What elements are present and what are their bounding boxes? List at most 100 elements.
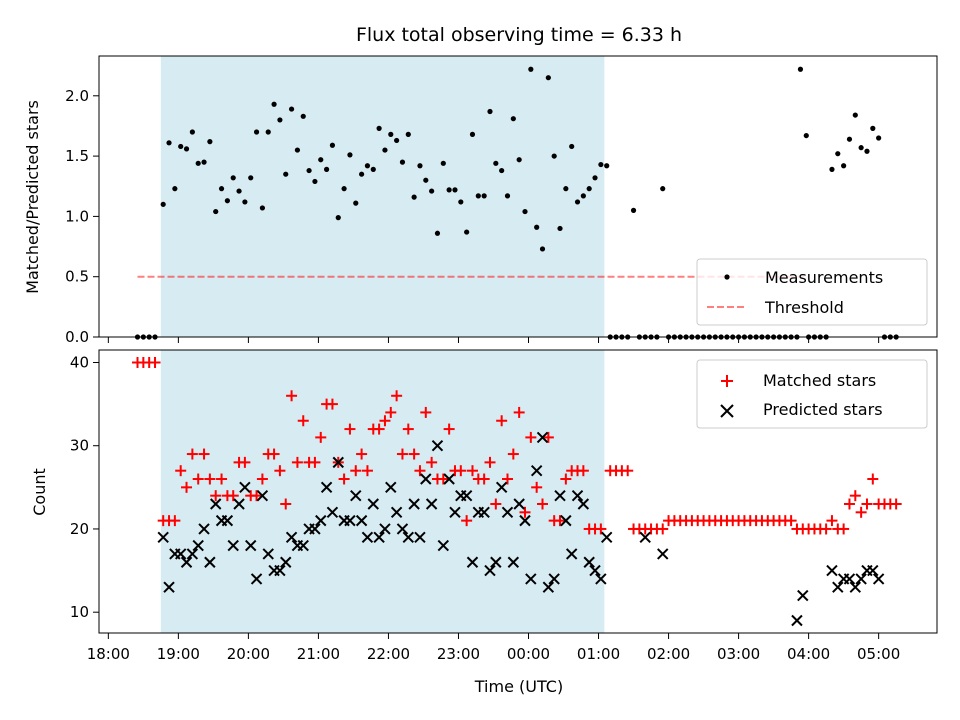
matched-point <box>379 415 391 427</box>
measurement-point <box>323 166 330 172</box>
predicted-point <box>826 564 838 577</box>
top-y-ticks: 0.0 0.5 1.0 1.5 2.0 <box>65 87 99 346</box>
measurement-point <box>376 125 382 131</box>
predicted-point <box>280 556 292 568</box>
matched-point <box>385 406 397 418</box>
matched-point <box>507 448 519 460</box>
measurement-point <box>452 187 458 193</box>
measurement-point <box>551 153 557 159</box>
legend-threshold-label: Threshold <box>764 298 844 317</box>
measurement-point <box>364 163 371 169</box>
matched-point <box>426 456 438 468</box>
matched-point <box>455 465 467 477</box>
predicted-point <box>315 514 327 527</box>
top-y-tick-label: 2.0 <box>65 87 89 105</box>
predicted-point <box>872 573 885 585</box>
measurement-point <box>660 186 666 192</box>
predicted-point <box>163 581 175 593</box>
matched-point <box>175 465 187 477</box>
measurement-point <box>630 207 637 213</box>
measurement-point <box>841 163 847 169</box>
predicted-point <box>560 514 572 527</box>
measurement-point <box>458 199 464 205</box>
x-axis-label: Time (UTC) <box>474 677 563 696</box>
bottom-y-tick-label: 30 <box>70 437 89 455</box>
measurement-point <box>312 178 318 185</box>
matched-point <box>204 473 216 485</box>
predicted-point <box>577 498 590 510</box>
predicted-point <box>855 573 867 585</box>
measurement-point <box>417 163 423 169</box>
predicted-point <box>571 489 584 502</box>
measurement-point <box>510 116 516 122</box>
matched-point <box>525 431 537 443</box>
measurement-point <box>829 166 835 172</box>
matched-point <box>169 515 181 527</box>
measurement-point <box>870 125 876 131</box>
predicted-point <box>867 564 879 577</box>
measurement-point <box>265 129 271 135</box>
measurement-point <box>242 199 248 205</box>
bottom-x-tick-label: 03:00 <box>717 645 760 663</box>
bottom-x-tick-label: 19:00 <box>157 645 200 663</box>
top-y-tick-label: 0.0 <box>65 328 89 346</box>
measurement-point <box>370 166 376 172</box>
measurement-point <box>347 152 353 158</box>
measurement-point <box>218 186 225 192</box>
matched-point <box>256 473 268 485</box>
matched-point <box>855 506 867 518</box>
measurement-point <box>253 129 260 135</box>
measurement-point <box>797 66 804 72</box>
matched-point <box>443 423 455 435</box>
matched-point <box>437 473 449 485</box>
measurement-point <box>230 175 236 181</box>
predicted-point <box>309 523 321 535</box>
predicted-point <box>274 564 286 577</box>
matched-point <box>274 465 286 477</box>
bottom-x-tick-label: 04:00 <box>787 645 830 663</box>
measurement-point <box>405 131 411 137</box>
matched-point <box>843 498 855 510</box>
top-plot-area <box>134 56 899 340</box>
top-y-axis-label: Matched/Predicted stars <box>23 100 42 294</box>
measurement-point <box>469 131 476 137</box>
matched-point <box>291 456 303 468</box>
measurement-point <box>294 147 301 153</box>
measurement-point <box>236 188 242 194</box>
top-y-tick-label: 0.5 <box>65 268 89 286</box>
predicted-point <box>536 431 549 444</box>
matched-point <box>560 473 572 485</box>
predicted-point <box>437 539 450 552</box>
matched-point <box>326 398 338 410</box>
matched-point <box>466 465 478 477</box>
matched-point <box>484 456 496 468</box>
predicted-point <box>791 614 803 627</box>
top-x-ticks <box>107 337 880 343</box>
matched-point <box>251 490 263 502</box>
predicted-point <box>379 523 391 535</box>
measurement-point <box>388 131 394 137</box>
measurement-point <box>852 112 858 118</box>
predicted-point <box>174 548 187 560</box>
predicted-point <box>385 481 397 494</box>
predicted-point <box>639 531 651 543</box>
predicted-point <box>490 556 502 568</box>
chart-title: Flux total observing time = 6.33 h <box>356 24 682 46</box>
measurement-point <box>557 225 563 232</box>
measurement-point <box>481 193 487 199</box>
matched-point <box>210 490 222 502</box>
predicted-point <box>507 556 520 568</box>
measurement-point <box>429 188 435 194</box>
matched-point <box>501 473 513 485</box>
measurement-point <box>359 171 365 177</box>
measurement-point <box>271 101 277 107</box>
matched-point <box>490 498 502 510</box>
predicted-point <box>373 531 385 543</box>
predicted-point <box>600 531 613 543</box>
measurement-point <box>464 229 470 235</box>
matched-point <box>420 406 432 418</box>
matched-point <box>198 448 210 460</box>
predicted-point <box>420 473 432 485</box>
predicted-point <box>221 514 234 527</box>
